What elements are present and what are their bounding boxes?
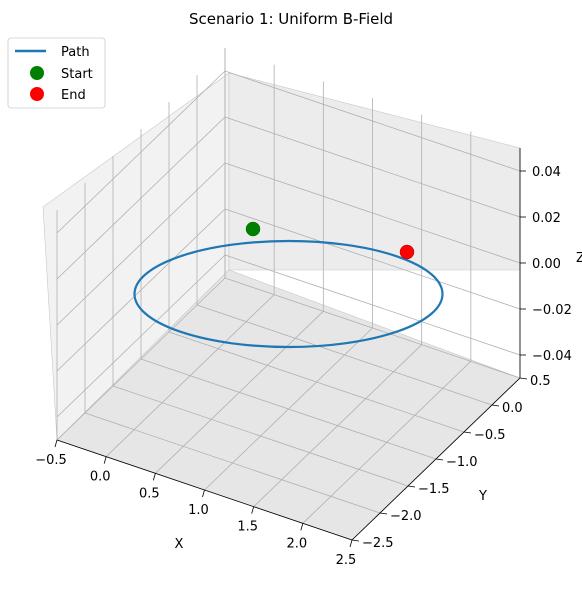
y-tick	[519, 377, 528, 380]
x-tick	[202, 489, 205, 498]
x-tick-label: −0.5	[35, 453, 67, 468]
x-tick	[349, 539, 353, 548]
start-marker	[245, 221, 261, 237]
z-tick-label: −0.04	[532, 349, 572, 364]
series-path-line	[133, 239, 444, 349]
x-tick-label: 2.5	[336, 553, 357, 568]
z-gridline-left	[56, 116, 226, 280]
z-gridline-left	[56, 162, 226, 326]
z-axis-label: Z	[576, 251, 582, 266]
legend-start-swatch	[30, 66, 44, 80]
legend: Path Start End	[7, 37, 106, 109]
y-tick	[491, 404, 500, 407]
y-gridline-floor	[168, 331, 465, 433]
z-gridline-back	[224, 116, 521, 218]
y-tick-label: −2.0	[390, 509, 422, 524]
x-tick	[54, 439, 58, 448]
y-gridline-floor	[112, 385, 409, 487]
x-tick	[251, 506, 255, 514]
legend-start-label: Start	[61, 67, 93, 82]
y-axis-label: Y	[478, 489, 487, 504]
z-gridline-back	[224, 208, 521, 310]
legend-end-swatch	[30, 87, 44, 101]
y-tick-label: 0.0	[502, 401, 523, 416]
gridlines	[56, 48, 521, 541]
y-tick	[463, 431, 472, 434]
y-gridline-floor	[140, 358, 437, 460]
x-axis-label: X	[175, 537, 184, 552]
x-tick-label: 2.0	[286, 536, 307, 551]
z-gridline-left	[56, 70, 226, 234]
y-tick-label: −1.5	[418, 482, 450, 497]
y-gridline-floor	[196, 304, 493, 406]
y-tick-label: −0.5	[474, 428, 506, 443]
y-gridline-floor	[84, 412, 381, 514]
x-tick	[300, 523, 304, 531]
z-tick-label: 0.04	[532, 165, 561, 180]
z-gridline-left	[56, 254, 226, 418]
x-tick-label: 1.5	[237, 520, 258, 535]
y-tick-label: −1.0	[446, 455, 478, 470]
x-tick-label: 0.5	[139, 486, 160, 501]
z-gridline-back	[224, 70, 521, 172]
y-gridline-floor	[224, 277, 521, 379]
y-tick	[379, 512, 388, 515]
end-marker	[399, 244, 415, 260]
x-tick-label: 0.0	[90, 470, 111, 485]
z-tick-label: −0.02	[532, 303, 572, 318]
tick-labels: −0.5 0.0 0.5 1.0 1.5 2.0 2.5 −2.5 −2.0 −1.5 −1.0 −0…	[35, 165, 572, 568]
y-tick-label: −2.5	[362, 536, 394, 551]
chart-title: Scenario 1: Uniform B-Field	[189, 10, 393, 28]
x-tick-label: 1.0	[188, 503, 209, 518]
y-tick-label: 0.5	[530, 374, 551, 389]
z-tick-label: 0.00	[532, 257, 561, 272]
z-gridline-back	[224, 254, 521, 356]
tick-marks	[54, 170, 528, 548]
x-tick	[103, 456, 107, 464]
x-tick	[152, 473, 156, 481]
y-tick	[435, 458, 444, 461]
z-gridline-back	[224, 162, 521, 264]
y-tick	[351, 539, 360, 542]
z-gridline-left	[56, 208, 226, 372]
legend-end-label: End	[61, 88, 86, 103]
z-tick-label: 0.02	[532, 211, 561, 226]
legend-path-label: Path	[61, 45, 90, 60]
y-tick	[407, 485, 416, 488]
